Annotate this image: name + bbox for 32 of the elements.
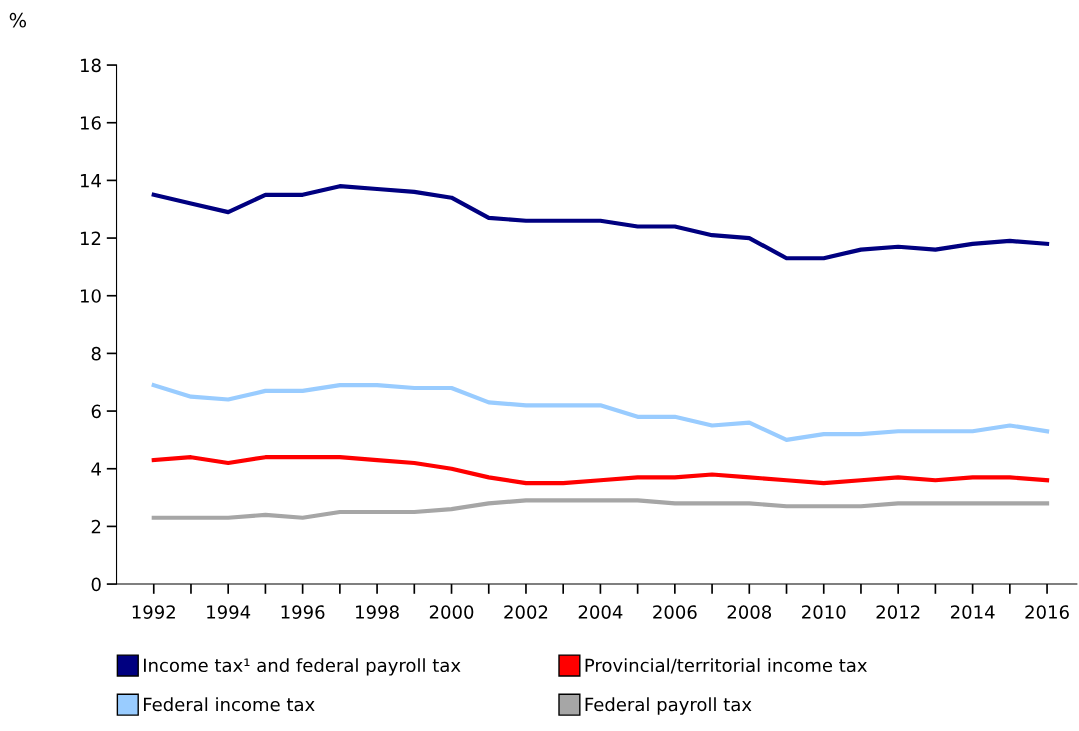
legend-label: Provincial/territorial income tax xyxy=(585,658,867,674)
y-tick-label: 4 xyxy=(91,462,101,476)
y-tick-label: 10 xyxy=(80,289,101,303)
legend-label: Income tax¹ and federal payroll tax xyxy=(144,658,461,676)
x-tick-label: 2004 xyxy=(578,605,623,619)
y-tick-label: 2 xyxy=(91,519,101,534)
y-tick-label: 14 xyxy=(80,174,101,188)
y-tick-label: 16 xyxy=(80,116,101,130)
x-tick-label: 2016 xyxy=(1025,605,1069,619)
x-tick-label: 2014 xyxy=(950,605,995,619)
line-series xyxy=(151,184,1050,261)
x-tick-label: 1998 xyxy=(356,605,399,619)
x-tick-label: 1996 xyxy=(281,605,325,619)
y-axis-title: % xyxy=(9,12,27,28)
x-tick-label: 1992 xyxy=(132,605,175,619)
x-tick-label: 2002 xyxy=(504,605,548,619)
x-tick-label: 2000 xyxy=(429,605,474,619)
y-tick-label: 8 xyxy=(91,346,101,361)
x-tick-label: 1994 xyxy=(207,605,251,619)
x-tick-label: 2012 xyxy=(876,605,920,619)
line-series xyxy=(151,455,1050,486)
x-tick-label: 2006 xyxy=(653,605,697,619)
legend-label: Federal income tax xyxy=(144,697,315,712)
y-tick-label: 18 xyxy=(80,58,101,73)
line-series xyxy=(151,498,1050,520)
line-series xyxy=(151,383,1050,442)
legend-label: Federal payroll tax xyxy=(585,697,752,715)
y-tick-label: 12 xyxy=(80,231,101,245)
y-tick-label: 0 xyxy=(91,577,101,592)
x-tick-label: 2010 xyxy=(802,605,846,619)
x-tick-label: 2008 xyxy=(727,605,772,619)
y-tick-label: 6 xyxy=(91,404,101,419)
